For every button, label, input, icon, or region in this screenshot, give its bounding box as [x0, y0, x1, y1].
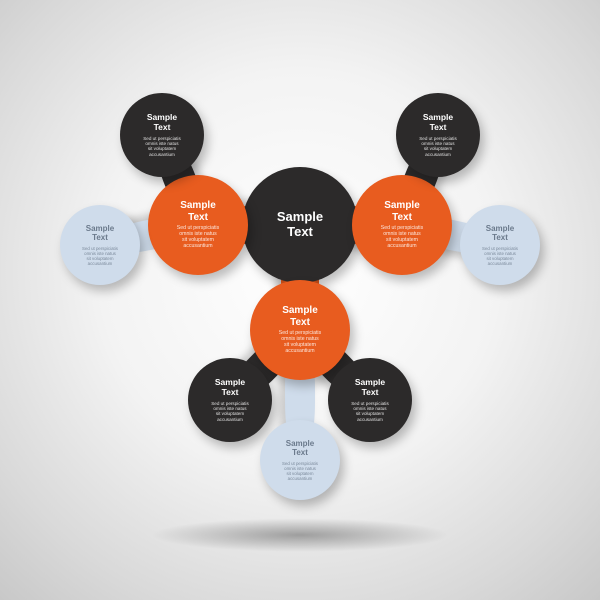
node-body: Sed ut perspiciatisomnis iste natussit v… — [381, 226, 423, 250]
node-body: Sed ut perspiciatisomnis iste natussit v… — [351, 401, 389, 422]
diagram-node-bb: SampleText Sed ut perspiciatisomnis iste … — [260, 420, 340, 500]
node-body: Sed ut perspiciatisomnis iste natussit v… — [143, 136, 181, 157]
node-body: Sed ut perspiciatisomnis iste natussit v… — [419, 136, 457, 157]
diagram-node-bl: SampleText Sed ut perspiciatisomnis iste … — [188, 358, 272, 442]
node-body: Sed ut perspiciatisomnis iste natussit v… — [482, 246, 518, 266]
node-title: SampleText — [215, 378, 245, 398]
diagram-node-c: SampleText — [242, 167, 358, 283]
node-title: SampleText — [277, 210, 323, 240]
diagram-node-ll: SampleText Sed ut perspiciatisomnis iste … — [60, 205, 140, 285]
node-title: SampleText — [86, 224, 114, 242]
diagram-node-b1: SampleText Sed ut perspiciatisomnis iste … — [250, 280, 350, 380]
floor-shadow — [150, 518, 450, 552]
infographic-stage: SampleText SampleText Sed ut perspiciatiso… — [0, 0, 600, 600]
diagram-node-rr: SampleText Sed ut perspiciatisomnis iste … — [460, 205, 540, 285]
diagram-node-br: SampleText Sed ut perspiciatisomnis iste … — [328, 358, 412, 442]
diagram-node-l1: SampleText Sed ut perspiciatisomnis iste … — [148, 175, 248, 275]
node-title: SampleText — [423, 113, 453, 133]
node-title: SampleText — [147, 113, 177, 133]
node-body: Sed ut perspiciatisomnis iste natussit v… — [282, 461, 318, 481]
node-title: SampleText — [384, 200, 420, 223]
node-body: Sed ut perspiciatisomnis iste natussit v… — [177, 226, 219, 250]
diagram-node-rt: SampleText Sed ut perspiciatisomnis iste … — [396, 93, 480, 177]
node-title: SampleText — [180, 200, 216, 223]
node-title: SampleText — [286, 439, 314, 457]
node-title: SampleText — [355, 378, 385, 398]
node-body: Sed ut perspiciatisomnis iste natussit v… — [82, 246, 118, 266]
node-title: SampleText — [282, 305, 318, 328]
diagram-node-r1: SampleText Sed ut perspiciatisomnis iste … — [352, 175, 452, 275]
node-body: Sed ut perspiciatisomnis iste natussit v… — [279, 331, 321, 355]
diagram-node-lt: SampleText Sed ut perspiciatisomnis iste … — [120, 93, 204, 177]
node-title: SampleText — [486, 224, 514, 242]
node-body: Sed ut perspiciatisomnis iste natussit v… — [211, 401, 249, 422]
